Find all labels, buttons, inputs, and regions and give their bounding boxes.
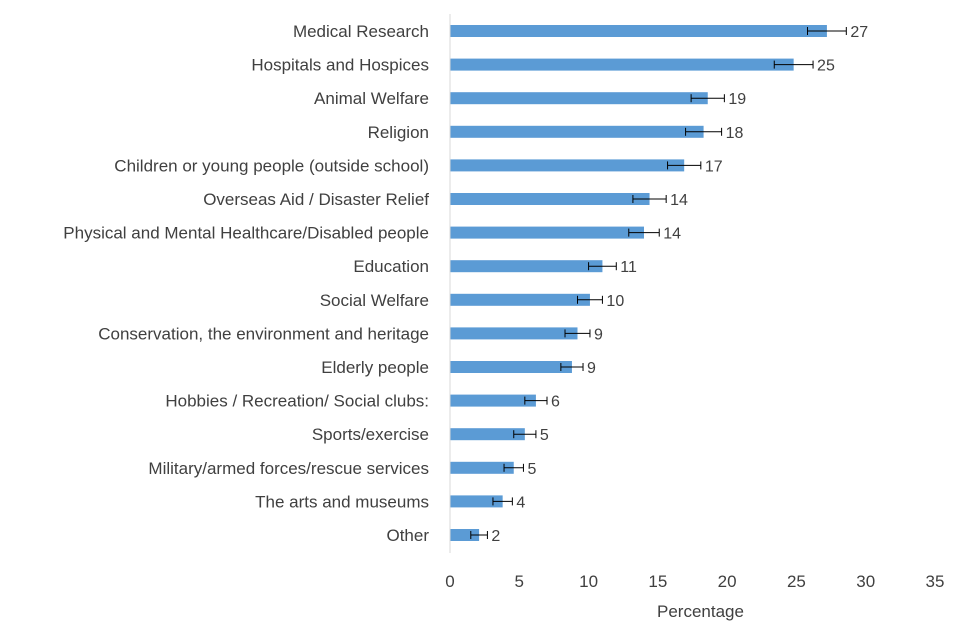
bar [450, 159, 685, 172]
category-label: Education [353, 257, 429, 276]
category-label: Medical Research [293, 22, 429, 41]
category-label: Sports/exercise [312, 425, 429, 444]
x-tick-label: 25 [787, 572, 806, 591]
category-label: Children or young people (outside school… [114, 156, 429, 175]
x-tick-label: 20 [718, 572, 737, 591]
bar [450, 529, 480, 541]
bar [450, 327, 578, 340]
labels-layer: Medical Research 27 Hospitals and Hospices… [63, 22, 868, 545]
data-label: 10 [606, 293, 624, 310]
data-label: 19 [728, 91, 746, 108]
bar [450, 495, 503, 508]
x-axis-title: Percentage [657, 602, 744, 621]
category-label: Military/armed forces/rescue services [148, 459, 429, 478]
data-label: 11 [620, 259, 637, 276]
data-label: 5 [540, 427, 549, 444]
bar [450, 293, 590, 306]
category-label: Other [386, 526, 429, 545]
data-label: 4 [516, 494, 525, 511]
category-label: Animal Welfare [314, 89, 429, 108]
x-tick-label: 5 [515, 572, 524, 591]
x-tick-label: 10 [579, 572, 598, 591]
bars-layer [450, 25, 827, 541]
category-label: Religion [368, 123, 429, 142]
data-label: 25 [817, 58, 835, 75]
bar [450, 226, 644, 239]
data-label: 18 [726, 125, 744, 142]
x-tick-label: 30 [856, 572, 875, 591]
category-label: Elderly people [321, 358, 429, 377]
bar [450, 461, 514, 474]
data-label: 14 [663, 226, 681, 243]
data-label: 17 [705, 158, 723, 175]
data-label: 2 [491, 528, 500, 545]
data-label: 5 [527, 461, 536, 478]
bar [450, 193, 650, 205]
x-tick-label: 35 [926, 572, 945, 591]
bar [450, 361, 572, 373]
x-axis-ticks: 0 5 10 15 20 25 30 35 [445, 572, 944, 591]
error-bars-layer [470, 27, 847, 539]
bar [450, 394, 536, 407]
x-tick-label: 0 [445, 572, 454, 591]
category-label: The arts and museums [255, 492, 429, 511]
category-label: Hospitals and Hospices [251, 56, 429, 75]
data-label: 27 [850, 24, 868, 41]
category-label: Social Welfare [320, 291, 429, 310]
data-label: 9 [587, 360, 596, 377]
data-label: 6 [551, 394, 560, 411]
bar [450, 428, 525, 441]
category-label: Hobbies / Recreation/ Social clubs: [165, 392, 429, 411]
x-tick-label: 15 [648, 572, 667, 591]
bar [450, 92, 708, 105]
category-label: Overseas Aid / Disaster Relief [203, 190, 429, 209]
data-label: 14 [670, 192, 688, 209]
category-label: Conservation, the environment and herita… [98, 324, 429, 343]
bar [450, 58, 794, 71]
bar [450, 25, 827, 37]
bar [450, 260, 603, 273]
category-label: Physical and Mental Healthcare/Disabled … [63, 224, 429, 243]
data-label: 9 [594, 326, 603, 343]
bar [450, 125, 704, 138]
